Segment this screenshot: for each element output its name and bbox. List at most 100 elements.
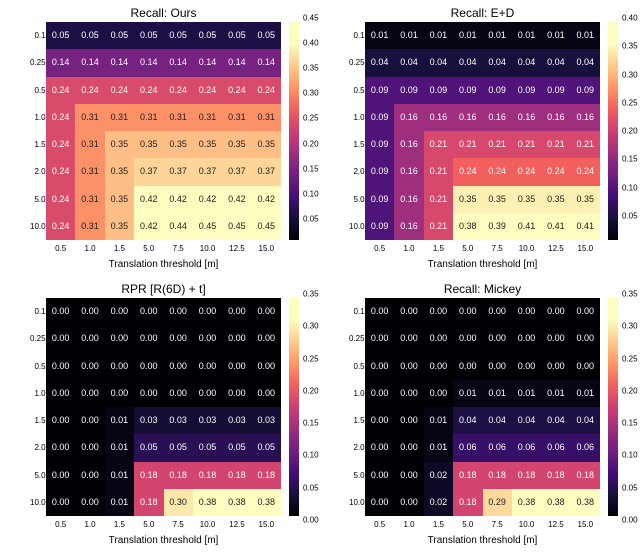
heatmap-cell: 0.42 (134, 186, 163, 213)
heatmap: 0.000.000.000.000.000.000.000.000.000.00… (365, 298, 600, 516)
heatmap-cell: 0.31 (252, 104, 281, 131)
heatmap-cell: 0.31 (75, 158, 104, 185)
y-tick: 0.5 (30, 77, 48, 104)
heatmap-cell: 0.24 (105, 77, 134, 104)
heatmap-cell: 0.00 (365, 325, 394, 352)
heatmap-cell: 0.35 (252, 131, 281, 158)
y-tick: 0.25 (30, 325, 48, 352)
heatmap-cell: 0.35 (483, 186, 512, 213)
heatmap-cell: 0.42 (252, 186, 281, 213)
x-ticks: 0.51.01.55.07.510.012.515.0 (365, 244, 600, 256)
heatmap-cell: 0.24 (134, 77, 163, 104)
heatmap-cell: 0.03 (193, 407, 222, 434)
x-tick: 10.0 (193, 244, 222, 256)
heatmap-cell: 0.03 (222, 407, 251, 434)
heatmap-cell: 0.18 (252, 462, 281, 489)
colorbar-tick: 0.10 (622, 451, 638, 460)
x-tick: 10.0 (512, 244, 541, 256)
heatmap-cell: 0.00 (424, 298, 453, 325)
heatmap-cell: 0.24 (541, 158, 570, 185)
heatmap-cell: 0.00 (164, 325, 193, 352)
heatmap-cell: 0.31 (193, 104, 222, 131)
colorbar-tick: 0.15 (622, 419, 638, 428)
heatmap-cell: 0.01 (483, 22, 512, 49)
colorbar: 0.450.400.350.300.250.200.150.100.05 (289, 22, 301, 240)
heatmap-cell: 0.21 (453, 131, 482, 158)
x-ticks: 0.51.01.55.07.510.012.515.0 (46, 520, 281, 532)
panel-rpr: RPR [R(6D) + t]Rotation threshold [deg]0… (6, 282, 315, 544)
heatmap-cell: 0.24 (453, 158, 482, 185)
x-tick: 15.0 (252, 520, 281, 532)
y-tick: 0.1 (349, 298, 367, 325)
heatmap-cell: 0.35 (134, 131, 163, 158)
colorbar-tick: 0.05 (303, 214, 319, 223)
heatmap-cell: 0.05 (222, 22, 251, 49)
panel-title: Recall: Ours (46, 6, 281, 20)
heatmap-cell: 0.00 (453, 353, 482, 380)
heatmap-cell: 0.01 (483, 380, 512, 407)
heatmap-cell: 0.31 (164, 104, 193, 131)
heatmap-cell: 0.01 (541, 22, 570, 49)
heatmap-cell: 0.00 (222, 325, 251, 352)
y-ticks: 0.10.250.51.01.52.05.010.0 (349, 298, 363, 516)
heatmap-cell: 0.38 (512, 489, 541, 516)
heatmap-cell: 0.18 (193, 462, 222, 489)
heatmap-cell: 0.00 (365, 353, 394, 380)
heatmap-cell: 0.00 (222, 353, 251, 380)
heatmap-cell: 0.00 (571, 353, 600, 380)
heatmap-cell: 0.16 (394, 158, 423, 185)
x-tick: 10.0 (512, 520, 541, 532)
heatmap-cell: 0.14 (134, 49, 163, 76)
y-tick: 1.5 (30, 131, 48, 158)
x-tick: 7.5 (483, 520, 512, 532)
colorbar-tick: 0.30 (622, 322, 638, 331)
heatmap-cell: 0.21 (483, 131, 512, 158)
heatmap-cell: 0.00 (105, 380, 134, 407)
heatmap-cell: 0.01 (541, 380, 570, 407)
heatmap-area: 0.000.000.000.000.000.000.000.000.000.00… (365, 298, 600, 516)
x-ticks: 0.51.01.55.07.510.012.515.0 (365, 520, 600, 532)
heatmap-cell: 0.03 (252, 407, 281, 434)
heatmap-cell: 0.16 (394, 131, 423, 158)
heatmap-cell: 0.00 (134, 325, 163, 352)
heatmap-cell: 0.21 (424, 213, 453, 240)
x-axis-label: Translation threshold [m] (365, 259, 600, 270)
heatmap-cell: 0.38 (193, 489, 222, 516)
heatmap-cell: 0.00 (512, 325, 541, 352)
heatmap-cell: 0.31 (75, 186, 104, 213)
colorbar-tick: 0.15 (303, 419, 319, 428)
colorbar-tick: 0.10 (303, 451, 319, 460)
y-tick: 1.5 (349, 131, 367, 158)
heatmap-cell: 0.35 (105, 213, 134, 240)
heatmap-cell: 0.01 (105, 434, 134, 461)
heatmap-cell: 0.21 (571, 131, 600, 158)
heatmap-cell: 0.24 (252, 77, 281, 104)
heatmap-cell: 0.44 (164, 213, 193, 240)
colorbar-tick: 0.20 (303, 139, 319, 148)
y-tick: 5.0 (30, 186, 48, 213)
colorbar-tick: 0.35 (622, 290, 638, 299)
heatmap-cell: 0.00 (75, 325, 104, 352)
heatmap-cell: 0.04 (541, 407, 570, 434)
colorbar-tick: 0.05 (622, 211, 638, 220)
heatmap-cell: 0.00 (75, 353, 104, 380)
heatmap-cell: 0.38 (252, 489, 281, 516)
heatmap-cell: 0.00 (164, 380, 193, 407)
y-tick: 5.0 (30, 462, 48, 489)
heatmap-cell: 0.09 (365, 104, 394, 131)
y-tick: 2.0 (30, 434, 48, 461)
heatmap-cell: 0.00 (134, 353, 163, 380)
colorbar-tick: 0.25 (622, 354, 638, 363)
y-tick: 2.0 (349, 158, 367, 185)
heatmap-cell: 0.05 (193, 434, 222, 461)
x-axis-label: Translation threshold [m] (46, 259, 281, 270)
heatmap-cell: 0.16 (394, 186, 423, 213)
heatmap-cell: 0.09 (394, 77, 423, 104)
heatmap-cell: 0.01 (365, 22, 394, 49)
heatmap-cell: 0.35 (571, 186, 600, 213)
heatmap-cell: 0.16 (453, 104, 482, 131)
heatmap-cell: 0.21 (424, 186, 453, 213)
panel-ed: Recall: E+DRotation threshold [deg]0.10.… (325, 6, 634, 268)
colorbar-ticks: 0.450.400.350.300.250.200.150.100.05 (303, 18, 315, 244)
heatmap-cell: 0.14 (105, 49, 134, 76)
